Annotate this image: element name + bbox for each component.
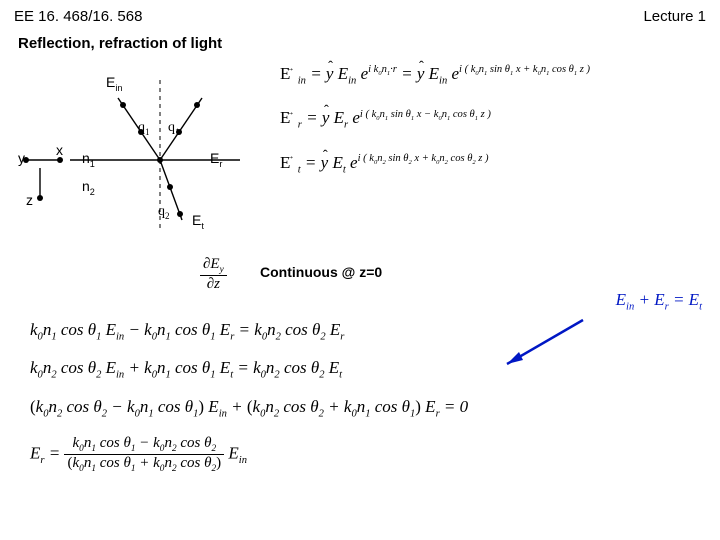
label-y: y	[18, 150, 25, 166]
course-code: EE 16. 468/16. 568	[14, 8, 142, 25]
eq-line4: Er = k0n1 cos θ1 − k0n2 cos θ2 (k0n1 cos…	[30, 435, 690, 474]
label-et: Et	[192, 212, 204, 231]
label-theta2: q2	[158, 204, 170, 221]
ray-diagram: Ein Er Et q1 q1 q2 n1 n2 x y z	[10, 60, 270, 240]
eq-line1: k0n1 cos θ1 Ein − k0n1 cos θ1 Er = k0n2 …	[30, 320, 690, 342]
boundary-condition-eq: Ein + Er = Et	[616, 290, 702, 312]
label-n1: n1	[82, 150, 95, 169]
eq-line3: (k0n2 cos θ2 − k0n1 cos θ1) Ein + (k0n2 …	[30, 397, 690, 419]
field-equations: E→in = y Ein ei k0n1·r = y Ein ei ( k0n1…	[280, 60, 710, 193]
label-ein: Ein	[106, 74, 122, 93]
lecture-number: Lecture 1	[643, 8, 706, 25]
label-er: Er	[210, 150, 222, 169]
eq-er: E→r = y Er ei ( k0n1 sin θ1 x − k0n1 cos…	[280, 104, 710, 134]
derivation-equations: k0n1 cos θ1 Ein − k0n1 cos θ1 Er = k0n2 …	[30, 320, 690, 490]
label-z: z	[26, 192, 33, 208]
eq-line2: k0n2 cos θ2 Ein + k0n1 cos θ1 Et = k0n2 …	[30, 358, 690, 380]
label-theta1b: q1	[168, 120, 180, 137]
label-x: x	[56, 142, 63, 158]
label-theta1a: q1	[138, 120, 150, 137]
page-subtitle: Reflection, refraction of light	[0, 27, 720, 52]
diagram-svg	[10, 60, 270, 240]
continuous-label: Continuous @ z=0	[260, 264, 382, 280]
eq-et: E→t = y Et ei ( k0n2 sin θ2 x + k0n2 cos…	[280, 149, 710, 179]
partial-derivative: ∂Ey∂z	[200, 256, 227, 293]
eq-ein: E→in = y Ein ei k0n1·r = y Ein ei ( k0n1…	[280, 60, 710, 90]
label-n2: n2	[82, 178, 95, 197]
